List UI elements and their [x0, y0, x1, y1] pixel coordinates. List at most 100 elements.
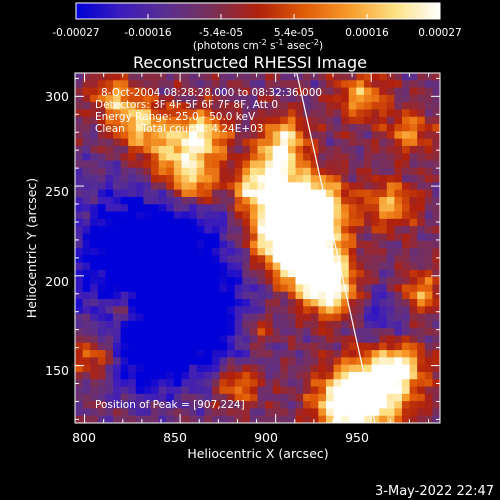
heatmap-cell — [120, 116, 129, 125]
heatmap-cell — [417, 116, 426, 125]
heatmap-cell — [120, 379, 129, 388]
heatmap-cell — [166, 393, 175, 402]
heatmap-cell — [151, 138, 160, 147]
heatmap-cell — [265, 350, 274, 358]
heatmap-cell — [333, 408, 342, 417]
heatmap-cell — [242, 116, 251, 125]
heatmap-cell — [280, 87, 289, 96]
heatmap-cell — [189, 291, 198, 300]
heatmap-cell — [394, 153, 403, 162]
heatmap-cell — [379, 233, 388, 242]
heatmap-cell — [432, 116, 440, 125]
heatmap-cell — [75, 299, 84, 307]
heatmap-cell — [128, 328, 137, 337]
heatmap-cell — [219, 102, 228, 111]
heatmap-cell — [356, 320, 365, 329]
heatmap-cell — [120, 284, 129, 293]
heatmap-cell — [234, 357, 243, 366]
heatmap-cell — [424, 386, 433, 395]
heatmap-cell — [189, 386, 198, 395]
axis-tick-marks — [75, 73, 440, 423]
heatmap-cell — [189, 226, 198, 235]
heatmap-cell — [181, 94, 190, 103]
heatmap-cell — [333, 401, 342, 410]
heatmap-cell — [181, 320, 190, 329]
heatmap-cell — [432, 109, 440, 118]
heatmap-cell — [151, 255, 160, 264]
colorbar-tick-label: -0.00027 — [52, 27, 99, 39]
heatmap-cell — [166, 342, 175, 351]
heatmap-cell — [196, 335, 205, 344]
heatmap-cell — [379, 342, 388, 351]
heatmap-cell — [166, 138, 175, 147]
heatmap-cell — [379, 248, 388, 256]
heatmap-cell — [432, 277, 440, 286]
heatmap-cell — [432, 291, 440, 300]
heatmap-cell — [204, 218, 213, 227]
heatmap-cell — [113, 320, 122, 329]
heatmap-cell — [310, 262, 319, 271]
heatmap-cell — [234, 218, 243, 227]
heatmap-cell — [249, 167, 259, 176]
heatmap-cell — [379, 211, 388, 220]
heatmap-cell — [348, 175, 357, 183]
heatmap-cell — [409, 131, 418, 140]
heatmap-cell — [401, 306, 411, 315]
heatmap-cell — [371, 386, 380, 395]
heatmap-cell — [113, 211, 122, 220]
heatmap-cell — [287, 291, 297, 300]
heatmap-cell — [318, 371, 327, 380]
heatmap-cell — [113, 299, 122, 307]
heatmap-cell — [371, 233, 380, 242]
heatmap-cell — [181, 182, 190, 191]
heatmap-cell — [204, 357, 213, 366]
heatmap-cell — [97, 80, 107, 89]
heatmap-cell — [356, 80, 365, 89]
heatmap-cell — [97, 204, 107, 213]
heatmap-cell — [105, 94, 114, 103]
heatmap-cell — [265, 124, 274, 132]
heatmap-cell — [249, 386, 259, 395]
heatmap-cell — [363, 109, 373, 118]
heatmap-cell — [379, 262, 388, 271]
heatmap-cell — [303, 291, 312, 300]
heatmap-cell — [166, 299, 175, 307]
heatmap-cell — [371, 226, 380, 235]
heatmap-cell — [249, 160, 259, 169]
heatmap-cell — [90, 299, 99, 307]
heatmap-cell — [371, 269, 380, 278]
heatmap-cell — [151, 196, 160, 205]
heatmap-cell — [287, 350, 297, 358]
heatmap-cell — [158, 269, 167, 278]
heatmap-cell — [257, 204, 266, 213]
heatmap-cell — [303, 386, 312, 395]
peak-position-label: Position of Peak = [907,224] — [95, 399, 245, 411]
heatmap-cell — [173, 262, 183, 271]
heatmap-cell — [143, 167, 152, 176]
heatmap-cell — [356, 255, 365, 264]
heatmap-cell — [120, 357, 129, 366]
heatmap-cell — [424, 248, 433, 256]
heatmap-cell — [128, 218, 137, 227]
heatmap-cell — [189, 248, 198, 256]
heatmap-cell — [196, 408, 205, 417]
heatmap-cell — [348, 211, 357, 220]
heatmap-cell — [265, 386, 274, 395]
heatmap-cell — [128, 277, 137, 286]
heatmap-cell — [257, 102, 266, 111]
heatmap-cell — [135, 335, 145, 344]
heatmap-cell — [257, 94, 266, 103]
heatmap-cell — [211, 313, 221, 322]
heatmap-cell — [356, 196, 365, 205]
heatmap-cell — [158, 248, 167, 256]
heatmap-cell — [158, 284, 167, 293]
heatmap-cell — [379, 277, 388, 286]
heatmap-cell — [82, 145, 91, 154]
heatmap-cell — [272, 175, 281, 183]
heatmap-cell — [242, 175, 251, 183]
heatmap-cell — [325, 299, 335, 307]
heatmap-cell — [318, 240, 327, 249]
heatmap-cell — [227, 138, 236, 147]
heatmap-cell — [356, 218, 365, 227]
heatmap-cell — [219, 284, 228, 293]
